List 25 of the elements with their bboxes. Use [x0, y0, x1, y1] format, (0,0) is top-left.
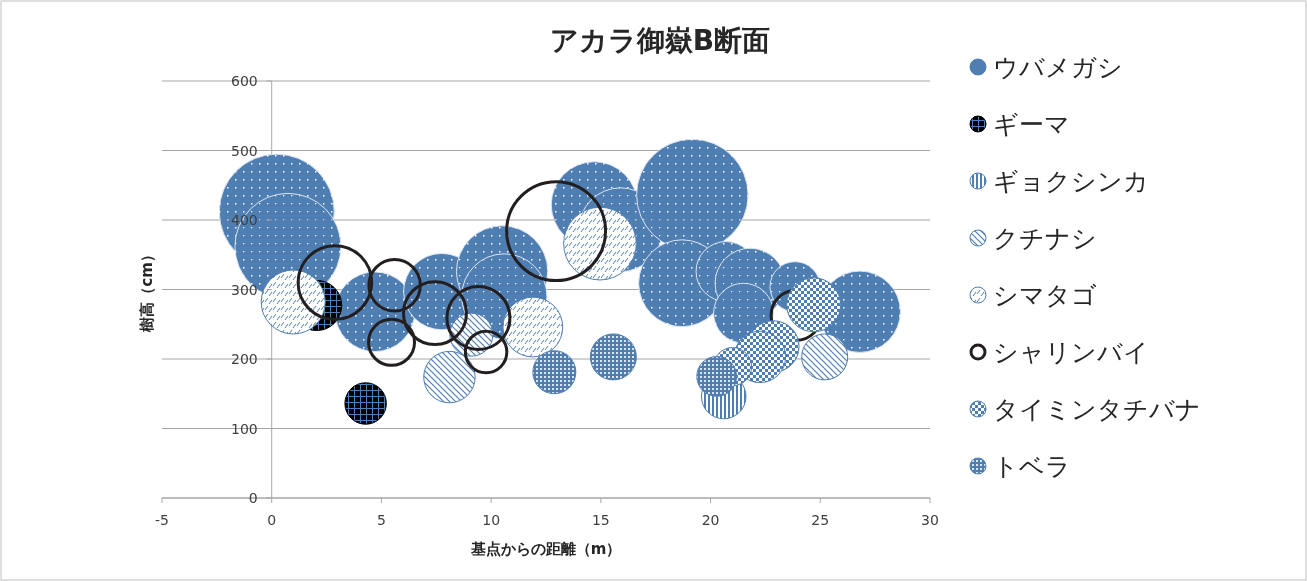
y-tick-label: 100 — [230, 420, 258, 437]
y-tick-label: 200 — [230, 351, 258, 367]
x-tick-label: 15 — [591, 512, 610, 528]
x-tick-label: -5 — [155, 512, 169, 528]
x-tick-label: 5 — [376, 512, 386, 528]
legend-label: ギーマ — [993, 110, 1070, 139]
legend-label: クチナシ — [993, 224, 1097, 253]
chart-title: アカラ御嶽B断面 — [549, 24, 771, 57]
legend-label: トベラ — [993, 452, 1071, 481]
x-tick-label: 20 — [701, 512, 720, 528]
legend-label: タイミンタチバナ — [993, 395, 1201, 424]
legend-label: シマタゴ — [993, 281, 1097, 310]
y-tick-label: 300 — [230, 281, 258, 298]
y-tick-label: 0 — [248, 490, 258, 506]
x-tick-label: 10 — [482, 512, 501, 528]
y-axis-title: 樹高（cm） — [138, 247, 156, 333]
legend-label: シャリンバイ — [993, 338, 1149, 367]
y-tick-label: 600 — [230, 73, 258, 89]
legend-label: ギョクシンカ — [993, 167, 1149, 196]
x-axis-title: 基点からの距離（m） — [469, 540, 622, 558]
legend-label: ウバメガシ — [993, 53, 1123, 82]
x-tick-label: 25 — [811, 512, 830, 528]
y-tick-label: 500 — [230, 142, 258, 159]
x-tick-label: 0 — [267, 512, 277, 528]
x-tick-label: 30 — [921, 512, 939, 528]
